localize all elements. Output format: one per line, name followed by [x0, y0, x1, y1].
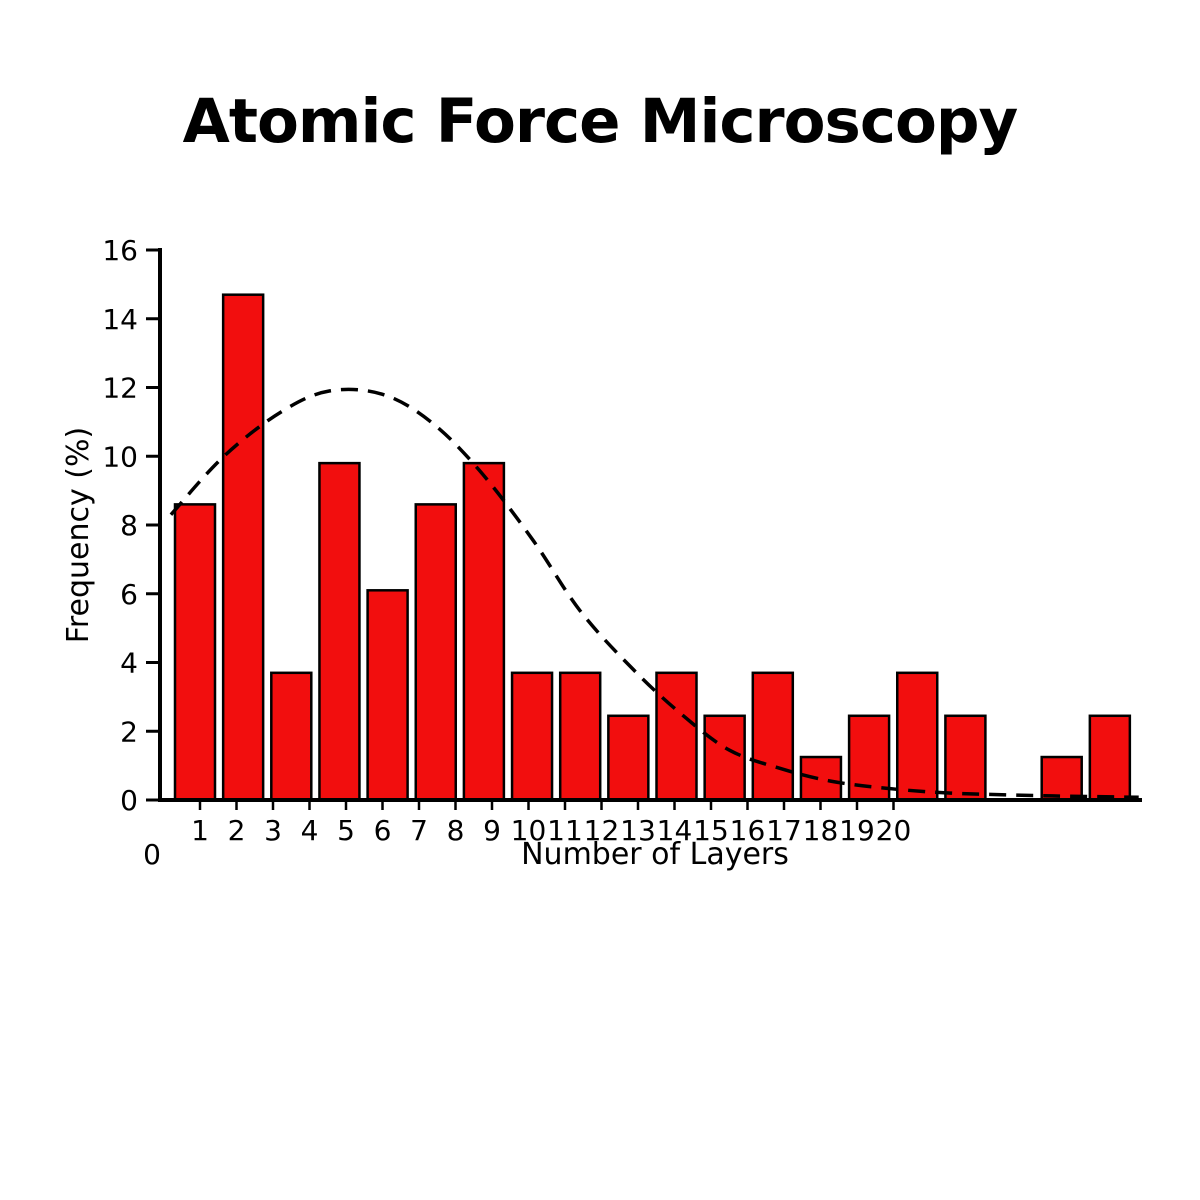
x-axis-title: Number of Layers [521, 837, 789, 872]
bar-9 [558, 671, 602, 802]
bar-10 [607, 714, 650, 802]
fit-curve [169, 387, 1139, 800]
bar-16 [896, 671, 939, 802]
bar-1 [173, 503, 217, 802]
x-tick-label: 3 [264, 814, 282, 847]
y-tick-label: 4 [120, 647, 138, 680]
x-tick-label: 14 [657, 814, 693, 847]
y-axis-title: Frequency (%) [61, 427, 96, 643]
x-tick-label: 16 [730, 814, 766, 847]
x-tick-label: 9 [483, 814, 501, 847]
y-tick-label: 14 [102, 303, 138, 336]
bar-8 [510, 671, 554, 802]
y-tick-label: 10 [102, 440, 138, 473]
y-tick-label: 0 [120, 784, 138, 817]
x-tick-label: 19 [839, 814, 875, 847]
bar-17 [944, 714, 987, 802]
bar-3 [270, 671, 313, 802]
y-tick-label: 16 [102, 234, 138, 267]
y-tick-label: 12 [102, 372, 138, 405]
bar-13 [751, 671, 795, 802]
bar-19 [1040, 755, 1083, 802]
chart-title: Atomic Force Microscopy [182, 86, 1019, 157]
x-tick-label: 7 [410, 814, 428, 847]
x-tick-label: 2 [228, 814, 246, 847]
bar-7 [462, 461, 506, 802]
x-tick-label: 8 [447, 814, 465, 847]
x-tick-label: 1 [191, 814, 209, 847]
bar-11 [655, 671, 698, 802]
x-tick-label: 6 [374, 814, 392, 847]
x-tick-label: 18 [803, 814, 839, 847]
y-tick-label: 2 [120, 715, 138, 748]
bar-12 [703, 714, 746, 802]
x-tick-label: 4 [301, 814, 319, 847]
bar-4 [318, 461, 361, 802]
origin-zero-label: 0 [143, 838, 161, 871]
bar-6 [414, 503, 457, 802]
x-tick-label: 15 [693, 814, 729, 847]
x-tick-label: 20 [876, 814, 912, 847]
x-tick-label: 5 [337, 814, 355, 847]
x-tick-label: 12 [584, 814, 620, 847]
bar-5 [366, 589, 409, 802]
x-tick-label: 10 [511, 814, 547, 847]
bar-14 [799, 755, 843, 802]
y-tick-label: 8 [120, 509, 138, 542]
y-tick-label: 6 [120, 578, 138, 611]
x-tick-label: 13 [620, 814, 656, 847]
bar-2 [221, 293, 265, 802]
x-tick-label: 11 [547, 814, 583, 847]
bar-20 [1088, 714, 1132, 802]
x-tick-label: 17 [766, 814, 802, 847]
